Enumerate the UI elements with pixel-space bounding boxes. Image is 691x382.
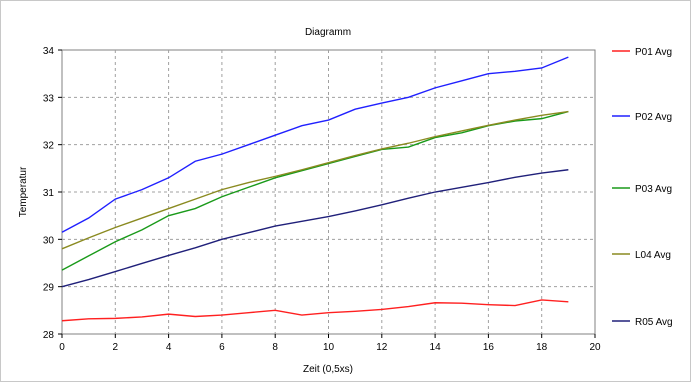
x-tick-label: 20 bbox=[589, 342, 601, 353]
x-tick-label: 14 bbox=[430, 342, 442, 353]
y-tick-label: 32 bbox=[43, 141, 55, 152]
x-tick-label: 4 bbox=[166, 342, 172, 353]
x-tick-label: 2 bbox=[113, 342, 119, 353]
y-tick-label: 33 bbox=[43, 93, 55, 104]
chart-title: Diagramm bbox=[305, 27, 351, 38]
y-tick-label: 31 bbox=[43, 188, 55, 199]
legend-label: P02 Avg bbox=[635, 112, 672, 123]
legend-label: P03 Avg bbox=[635, 184, 672, 195]
legend-label: L04 Avg bbox=[635, 250, 671, 261]
x-tick-label: 0 bbox=[59, 342, 65, 353]
legend: P01 Avg P02 Avg P03 Avg L04 Avg R05 Avg bbox=[612, 47, 673, 328]
y-axis-label: Temperatur bbox=[18, 166, 29, 217]
x-tick-label: 16 bbox=[483, 342, 495, 353]
x-tick-label: 6 bbox=[219, 342, 225, 353]
y-tick-label: 34 bbox=[43, 46, 55, 57]
y-tick-label: 29 bbox=[43, 283, 55, 294]
x-axis-ticks: 0 2 4 6 8 10 12 14 16 18 20 bbox=[59, 334, 601, 353]
legend-label: P01 Avg bbox=[635, 47, 672, 58]
x-tick-label: 8 bbox=[272, 342, 278, 353]
x-tick-label: 10 bbox=[323, 342, 335, 353]
x-tick-label: 12 bbox=[376, 342, 388, 353]
x-axis-label: Zeit (0,5xs) bbox=[303, 364, 353, 375]
y-tick-label: 30 bbox=[43, 235, 55, 246]
x-tick-label: 18 bbox=[536, 342, 548, 353]
legend-label: R05 Avg bbox=[635, 317, 673, 328]
y-axis-ticks: 28 29 30 31 32 33 34 bbox=[43, 46, 62, 341]
y-tick-label: 28 bbox=[43, 330, 55, 341]
